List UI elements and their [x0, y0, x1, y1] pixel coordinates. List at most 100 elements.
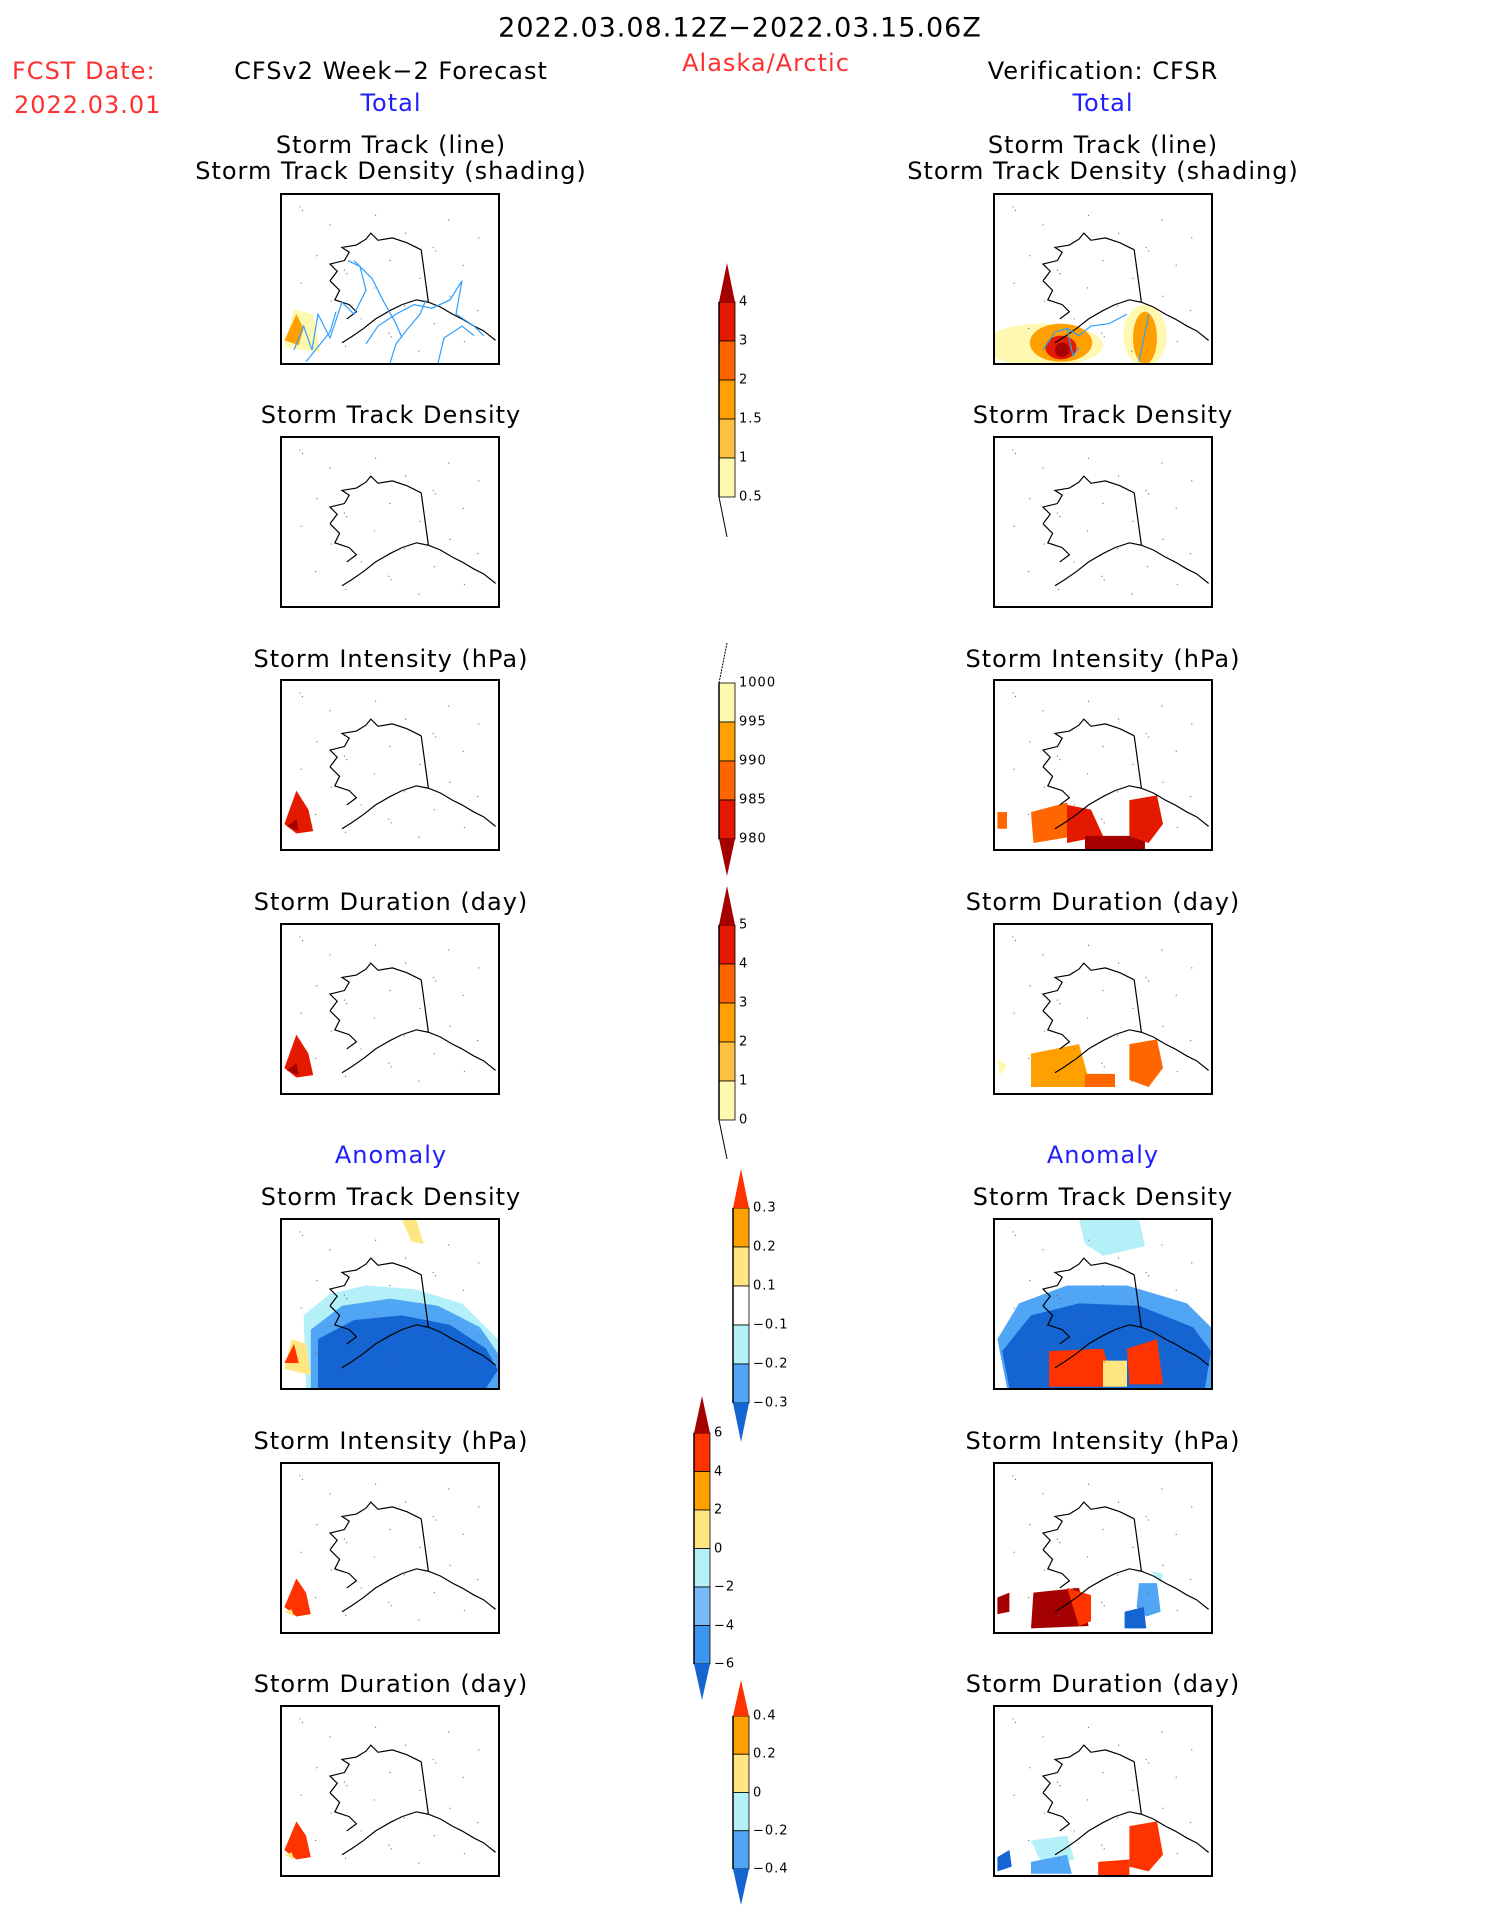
grid-dot: [477, 309, 479, 312]
grid-dot: [1073, 1343, 1075, 1345]
grid-dot: [330, 1030, 332, 1032]
grid-dot: [1191, 723, 1193, 725]
grid-dot: [1086, 773, 1088, 775]
verification-map-panel: [993, 679, 1213, 851]
grid-dot: [1029, 1524, 1031, 1526]
grid-dot: [1043, 300, 1045, 302]
grid-dot: [1042, 1493, 1044, 1495]
grid-dot: [1014, 1234, 1016, 1237]
grid-dot: [346, 1298, 348, 1300]
colorbar-segment: [718, 1041, 736, 1082]
grid-dot: [462, 994, 464, 996]
grid-dot: [433, 1835, 435, 1837]
colorbar-max-triangle: [733, 1680, 749, 1716]
grid-dot: [403, 1574, 405, 1576]
grid-dot: [1013, 1794, 1015, 1796]
grid-dot: [1012, 936, 1014, 938]
colorbar-segment: [718, 924, 736, 965]
grid-dot: [1145, 1515, 1147, 1518]
grid-dot: [433, 323, 435, 325]
right-panel-title: Storm Track Density (shading): [907, 157, 1299, 185]
colorbar-tick-label: 4: [739, 956, 749, 972]
colorbar-tick-label: 1.5: [739, 411, 763, 427]
grid-dot: [389, 989, 391, 992]
shading-region: [1079, 1220, 1145, 1256]
grid-dot: [375, 1726, 377, 1728]
grid-dot: [449, 538, 451, 540]
grid-dot: [432, 1758, 434, 1761]
grid-dot: [1145, 246, 1147, 249]
grid-dot: [1148, 493, 1150, 495]
grid-dot: [1059, 1785, 1061, 1787]
colorbar-min-triangle: [733, 1869, 749, 1905]
grid-dot: [1058, 1075, 1060, 1077]
shading-region: [1031, 1044, 1091, 1088]
colorbar-segment: [693, 1509, 711, 1549]
grid-dot: [1102, 745, 1104, 748]
grid-dot: [330, 1812, 332, 1814]
right-panel-title: Storm Intensity (hPa): [965, 1427, 1241, 1455]
shading-region: [284, 1034, 314, 1078]
grid-dot: [300, 282, 302, 284]
grid-dot: [301, 1721, 303, 1724]
grid-dot: [1059, 759, 1061, 761]
grid-dot: [1191, 1506, 1193, 1508]
grid-dot: [1131, 593, 1133, 595]
left-panel-title: Storm Track Density: [260, 401, 522, 429]
grid-dot: [373, 1312, 375, 1314]
grid-dot: [375, 1239, 377, 1241]
grid-dot: [1029, 498, 1031, 500]
grid-dot: [316, 985, 318, 987]
coastline: [328, 232, 496, 344]
left-panel-title: Storm Duration (day): [253, 1670, 529, 1698]
left-panel-title: Storm Intensity (hPa): [253, 645, 529, 673]
colorbar-tick-label: 0.4: [753, 1708, 777, 1724]
grid-dot: [330, 1569, 332, 1571]
grid-dot: [1088, 457, 1090, 459]
shading-region: [1085, 835, 1145, 849]
grid-dot: [316, 1524, 318, 1526]
grid-dot: [418, 350, 420, 352]
storm-track-line: [353, 260, 403, 339]
grid-dot: [1073, 804, 1075, 806]
grid-dot: [418, 1375, 420, 1377]
grid-dot: [1088, 1239, 1090, 1241]
grid-dot: [418, 836, 420, 838]
grid-dot: [1014, 1721, 1016, 1724]
colorbar-tick-label: −0.1: [753, 1317, 789, 1333]
colorbar-segment: [732, 1246, 750, 1287]
grid-dot: [373, 1556, 375, 1558]
grid-dot: [390, 1066, 392, 1068]
grid-dot: [1132, 277, 1134, 279]
grid-dot: [343, 1294, 345, 1296]
region-label: Alaska/Arctic: [682, 49, 850, 77]
grid-dot: [463, 583, 465, 586]
grid-dot: [435, 1762, 437, 1764]
grid-dot: [1088, 700, 1090, 702]
grid-dot: [1103, 822, 1105, 824]
grid-dot: [1101, 818, 1103, 820]
grid-dot: [1162, 1564, 1164, 1566]
colorbar-tick-label: 0.2: [753, 1746, 777, 1762]
grid-dot: [433, 1053, 435, 1055]
grid-dot: [1118, 1501, 1120, 1503]
grid-dot: [343, 1538, 345, 1540]
grid-dot: [1056, 755, 1058, 757]
grid-dot: [1148, 1519, 1150, 1521]
grid-dot: [478, 967, 480, 969]
grid-dot: [435, 493, 437, 495]
grid-dot: [1191, 480, 1193, 482]
colorbar-segment: [693, 1625, 711, 1665]
grid-dot: [315, 570, 317, 573]
grid-dot: [1014, 695, 1016, 698]
grid-dot: [1148, 1275, 1150, 1277]
grid-dot: [360, 804, 362, 806]
grid-dot: [1146, 566, 1148, 568]
grid-dot: [477, 1821, 479, 1824]
grid-dot: [1102, 1771, 1104, 1774]
grid-dot: [1175, 1533, 1177, 1535]
storm-track-line: [1042, 313, 1128, 351]
grid-dot: [1176, 1070, 1178, 1073]
grid-dot: [463, 1609, 465, 1612]
colorbar-min-triangle: [694, 1664, 710, 1700]
